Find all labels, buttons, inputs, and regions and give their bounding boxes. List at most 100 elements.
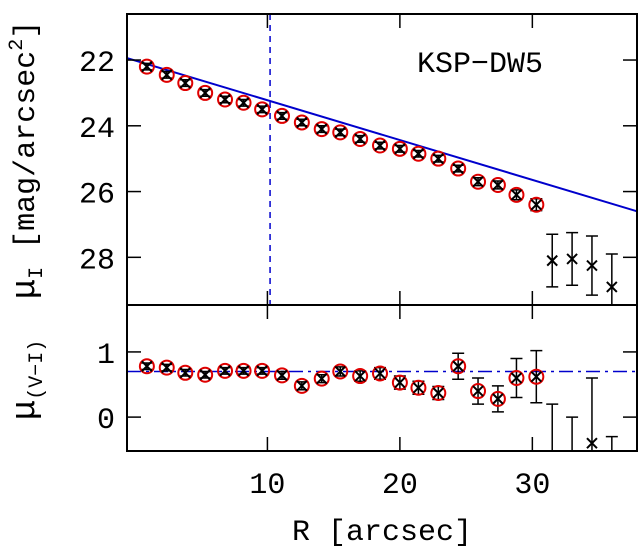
point-cross (199, 87, 211, 99)
point-cross (586, 437, 598, 449)
point-cross (256, 103, 268, 116)
point-circle (254, 362, 271, 379)
point-cross (316, 372, 328, 385)
y-axis-label: μ(V−I) (7, 340, 49, 420)
point-cross (374, 367, 386, 380)
point-circle (332, 363, 349, 380)
point-cross (510, 372, 523, 384)
point-cross (586, 259, 598, 272)
point-circle (217, 91, 234, 108)
point-circle (410, 379, 427, 396)
point-circle (450, 160, 467, 177)
point-circle (372, 365, 389, 382)
point-cross (141, 60, 153, 73)
point-cross (412, 148, 425, 160)
y-tick-label: 22 (79, 47, 115, 81)
point-cross (452, 360, 464, 372)
plot-area (127, 14, 637, 305)
point-cross (237, 97, 250, 109)
plot-frame (126, 304, 638, 452)
point-circle (430, 384, 447, 401)
label-part: [mag/arcsec (10, 51, 44, 267)
point-circle (158, 359, 175, 376)
point-cross (566, 253, 578, 265)
point-cross (296, 380, 308, 392)
point-circle (313, 370, 330, 387)
annotation: KSP−DW5 (417, 48, 543, 82)
point-circle (528, 368, 545, 385)
point-cross (432, 387, 445, 399)
error-bar (605, 435, 618, 451)
point-circle (197, 366, 214, 383)
point-cross (432, 152, 445, 165)
point-cross (472, 385, 484, 397)
point-circle (470, 383, 487, 400)
point-circle (489, 390, 506, 407)
label-part: (V−I) (26, 340, 49, 400)
point-circle (177, 75, 194, 92)
point-cross (492, 393, 504, 405)
point-cross (354, 370, 366, 382)
point-cross (567, 471, 577, 481)
point-cross (219, 365, 231, 377)
point-cross (316, 123, 328, 135)
point-circle (273, 107, 290, 124)
point-cross (492, 179, 504, 191)
point-cross (606, 281, 618, 293)
y-tick-label: 24 (79, 113, 115, 147)
point-circle (273, 367, 290, 384)
point-cross (237, 365, 250, 377)
y-tick-label: 0 (97, 404, 115, 438)
fit-line (127, 57, 637, 213)
point-circle (508, 370, 525, 386)
point-circle (293, 114, 310, 131)
y-tick-label: 28 (79, 244, 115, 278)
point-circle (508, 186, 525, 203)
point-circle (391, 374, 408, 391)
point-cross (394, 143, 406, 155)
point-cross (546, 254, 558, 267)
x-tick-label: 10 (249, 469, 285, 503)
x-tick-label: 20 (382, 469, 418, 503)
label-part: μ (7, 279, 45, 299)
point-circle (528, 196, 545, 213)
point-cross (374, 139, 386, 152)
point-circle (197, 84, 214, 101)
point-cross (530, 370, 543, 383)
point-circle (430, 150, 447, 167)
point-cross (256, 365, 268, 377)
point-cross (354, 133, 366, 145)
point-circle (158, 66, 175, 83)
point-circle (352, 368, 369, 385)
point-circle (352, 130, 369, 147)
error-bar (566, 416, 579, 451)
point-cross (334, 126, 346, 139)
label-part: μ (7, 400, 45, 420)
x-tick-label: 30 (514, 469, 550, 503)
point-cross (179, 367, 191, 379)
y-axis-label: μI [mag/arcsec2] (6, 21, 49, 300)
point-circle (470, 173, 487, 190)
point-cross (412, 382, 425, 394)
plot-area (127, 349, 637, 500)
point-cross (179, 77, 191, 89)
point-circle (293, 377, 310, 394)
point-circle (313, 121, 330, 138)
point-circle (372, 137, 389, 154)
point-circle (138, 358, 155, 375)
x-axis-label: R [arcsec] (292, 516, 472, 550)
point-cross (607, 490, 617, 500)
point-circle (217, 362, 234, 379)
label-part: 2 (6, 39, 29, 51)
y-tick-label: 1 (97, 339, 115, 373)
point-cross (472, 175, 484, 188)
point-circle (254, 101, 271, 118)
point-circle (391, 140, 408, 157)
point-cross (141, 360, 153, 372)
point-circle (450, 358, 467, 375)
y-tick-label: 26 (79, 179, 115, 213)
label-part: ] (10, 21, 44, 39)
point-circle (138, 58, 155, 75)
point-cross (161, 361, 173, 374)
